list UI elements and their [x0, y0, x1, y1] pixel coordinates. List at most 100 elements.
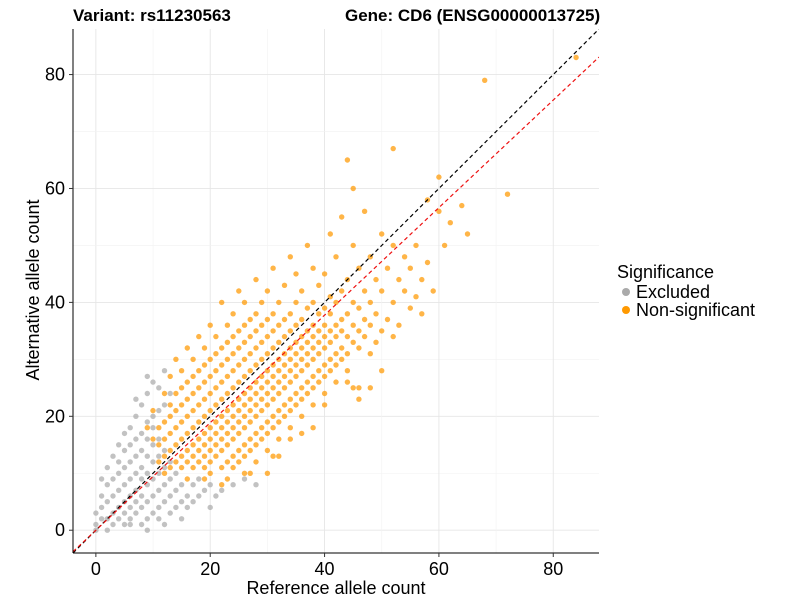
data-point: [121, 430, 128, 437]
data-point: [190, 373, 196, 380]
data-point: [287, 425, 293, 431]
grid-lines: [73, 29, 599, 553]
data-point: [173, 407, 179, 414]
data-point: [230, 482, 236, 488]
data-point: [270, 373, 276, 380]
data-point: [213, 333, 219, 340]
data-point: [138, 464, 145, 471]
data-point: [287, 396, 293, 402]
data-point: [241, 299, 248, 306]
data-point: [110, 453, 116, 459]
data-point: [144, 527, 150, 533]
data-point: [259, 396, 265, 402]
data-point: [173, 425, 179, 431]
data-point: [310, 385, 316, 391]
data-point: [224, 356, 231, 362]
data-point: [264, 333, 271, 340]
data-point: [299, 430, 305, 437]
data-point: [419, 311, 425, 317]
data-point: [236, 328, 242, 334]
data-point: [247, 333, 253, 340]
data-point: [264, 430, 271, 437]
data-point: [459, 202, 465, 209]
data-point: [287, 254, 293, 260]
data-point: [344, 311, 351, 317]
data-point: [156, 442, 162, 448]
data-point: [167, 430, 173, 437]
data-point: [201, 396, 208, 402]
data-point: [178, 516, 185, 522]
data-point: [253, 311, 259, 317]
data-point: [299, 345, 305, 351]
data-point: [190, 407, 196, 414]
data-point: [144, 419, 150, 425]
data-point: [287, 328, 293, 334]
data-point: [356, 396, 362, 402]
data-point: [373, 339, 379, 345]
data-point: [247, 351, 253, 357]
data-point: [190, 442, 196, 448]
data-point: [333, 362, 339, 368]
data-point: [270, 328, 276, 334]
data-point: [367, 322, 373, 328]
x-axis-title: Reference allele count: [246, 578, 425, 598]
data-point: [236, 447, 242, 454]
data-point: [127, 521, 133, 528]
data-point: [138, 402, 145, 408]
data-point: [173, 459, 179, 465]
data-point: [98, 493, 105, 499]
data-point: [241, 425, 248, 431]
data-point: [310, 333, 316, 340]
data-point: [196, 419, 202, 425]
data-point: [201, 379, 208, 385]
data-point: [316, 379, 322, 385]
data-point: [110, 476, 116, 482]
data-point: [173, 504, 179, 511]
data-point: [304, 242, 311, 249]
data-point: [156, 436, 162, 442]
data-point: [184, 493, 190, 499]
data-point: [156, 516, 162, 522]
data-point: [133, 413, 139, 419]
data-point: [361, 208, 368, 214]
data-point: [150, 436, 156, 442]
data-point: [173, 470, 179, 476]
data-point: [436, 174, 442, 180]
data-point: [184, 430, 190, 437]
data-point: [144, 436, 150, 442]
data-point: [121, 510, 128, 516]
data-point: [236, 430, 242, 437]
data-point: [339, 356, 345, 362]
data-point: [173, 442, 179, 448]
data-point: [293, 373, 299, 380]
data-point: [482, 77, 488, 84]
data-point: [161, 499, 168, 505]
data-point: [333, 351, 339, 357]
data-point: [219, 436, 225, 442]
data-point: [299, 368, 305, 374]
data-point: [156, 504, 162, 511]
data-point: [281, 282, 288, 288]
data-point: [356, 345, 362, 351]
data-point: [150, 442, 156, 448]
data-point: [367, 299, 373, 306]
data-point: [253, 362, 259, 368]
data-point: [196, 459, 202, 465]
data-point: [293, 390, 299, 397]
data-point: [247, 396, 253, 402]
data-point: [127, 516, 133, 522]
data-point: [201, 464, 208, 471]
data-point: [116, 487, 122, 493]
data-point: [327, 231, 333, 237]
data-point: [173, 356, 179, 362]
data-point: [196, 385, 202, 391]
data-point: [138, 493, 145, 499]
data-point: [276, 368, 282, 374]
data-point: [407, 265, 413, 271]
y-tick-label: 60: [45, 178, 65, 198]
data-point: [161, 436, 168, 442]
data-point: [213, 402, 219, 408]
data-point: [247, 470, 253, 476]
